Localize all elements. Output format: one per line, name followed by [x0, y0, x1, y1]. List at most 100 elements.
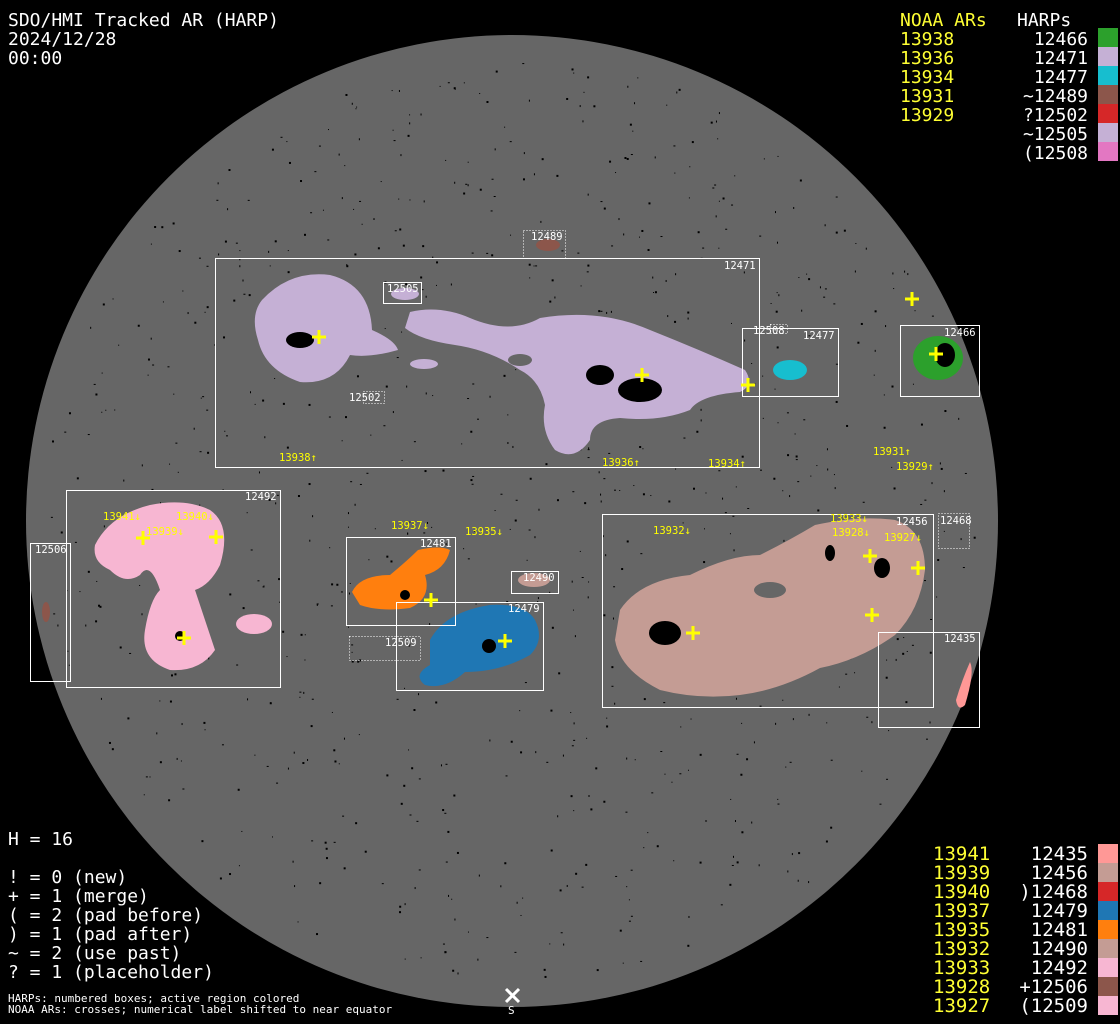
harp-box-12506[interactable]: [30, 543, 71, 682]
speckle: [705, 492, 707, 494]
harp-box-12492[interactable]: [66, 490, 281, 688]
noaa-label: 13939↓: [146, 526, 184, 538]
speckle: [392, 411, 394, 414]
speckle: [224, 240, 227, 243]
speckle: [775, 310, 778, 313]
speckle: [572, 491, 575, 493]
harp-label: 12471: [724, 260, 756, 272]
speckle: [156, 732, 158, 735]
speckle: [241, 830, 243, 832]
harp-box-12435[interactable]: [878, 632, 980, 728]
speckle: [300, 180, 303, 183]
speckle: [626, 540, 629, 543]
speckle: [386, 555, 389, 558]
speckle: [405, 283, 408, 286]
speckle: [168, 799, 171, 802]
speckle: [304, 233, 307, 236]
speckle: [924, 499, 927, 501]
speckle: [687, 311, 690, 314]
harp-box-12509[interactable]: [349, 636, 421, 661]
speckle: [883, 426, 886, 429]
speckle: [515, 499, 518, 501]
harp-color-swatch: [1098, 977, 1118, 996]
speckle: [554, 296, 556, 299]
speckle: [588, 794, 590, 797]
speckle: [778, 294, 780, 297]
speckle: [479, 188, 482, 191]
speckle: [647, 248, 650, 251]
speckle: [67, 650, 69, 652]
noaa-legend-item: 13931: [900, 86, 955, 107]
speckle: [160, 502, 162, 505]
speckle: [509, 528, 511, 530]
noaa-cross-icon: [741, 378, 755, 392]
speckle: [861, 770, 863, 772]
speckle: [580, 285, 582, 287]
speckle: [704, 528, 706, 530]
speckle: [479, 93, 481, 95]
speckle: [493, 196, 496, 198]
speckle: [722, 197, 725, 200]
speckle: [826, 722, 828, 724]
harp-legend-item: 12477: [1033, 67, 1088, 88]
noaa-label: 13929↑: [896, 461, 934, 473]
speckle: [512, 445, 514, 448]
speckle: [551, 626, 554, 629]
speckle: [673, 860, 675, 862]
speckle: [453, 794, 456, 797]
speckle: [423, 200, 425, 203]
speckle: [687, 944, 690, 947]
speckle: [835, 363, 838, 365]
region-12489: [536, 239, 560, 251]
speckle: [507, 414, 509, 416]
speckle: [639, 445, 642, 448]
speckle: [664, 773, 666, 775]
speckle: [374, 528, 376, 530]
speckle: [193, 427, 195, 430]
harp-box-12489[interactable]: [523, 230, 566, 259]
speckle: [563, 943, 565, 946]
speckle: [489, 739, 491, 742]
speckle: [347, 626, 349, 628]
harp-label: 12492: [245, 491, 277, 503]
speckle: [254, 754, 256, 756]
harp-box-12456[interactable]: [602, 514, 934, 708]
harp-box-12505[interactable]: [383, 282, 422, 304]
speckle: [801, 309, 803, 312]
harp-count: H = 16: [8, 829, 74, 850]
harp-box-12481[interactable]: [346, 537, 456, 626]
speckle: [384, 328, 386, 330]
harp-label: 12456: [896, 516, 928, 528]
speckle: [729, 533, 731, 535]
noaa-legend-item: 13927: [933, 995, 991, 1017]
speckle: [171, 674, 174, 677]
speckle: [427, 543, 430, 545]
speckle: [200, 397, 202, 399]
speckle: [247, 698, 249, 701]
speckle: [937, 558, 940, 561]
speckle: [406, 385, 408, 388]
speckle: [806, 273, 808, 275]
speckle: [418, 693, 420, 696]
speckle: [288, 161, 291, 164]
speckle: [654, 291, 657, 294]
speckle: [825, 840, 828, 843]
harp-legend-item: 12466: [1033, 29, 1088, 50]
harp-box-12477[interactable]: [742, 328, 839, 397]
speckle: [871, 721, 873, 724]
speckle: [787, 870, 789, 873]
harp-box-12471[interactable]: [215, 258, 760, 468]
harp-box-12479[interactable]: [396, 602, 544, 691]
harp-box-12468[interactable]: [938, 513, 970, 549]
speckle: [618, 218, 620, 221]
speckle: [535, 751, 537, 754]
speckle: [357, 660, 360, 663]
harp-box-12490[interactable]: [511, 571, 559, 594]
speckle: [278, 578, 281, 581]
speckle: [359, 659, 362, 662]
harp-color-swatch: [1098, 882, 1118, 901]
harp-box-12502[interactable]: [363, 391, 385, 404]
harp-box-12466[interactable]: [900, 325, 980, 397]
speckle: [642, 448, 644, 450]
speckle: [445, 861, 448, 863]
